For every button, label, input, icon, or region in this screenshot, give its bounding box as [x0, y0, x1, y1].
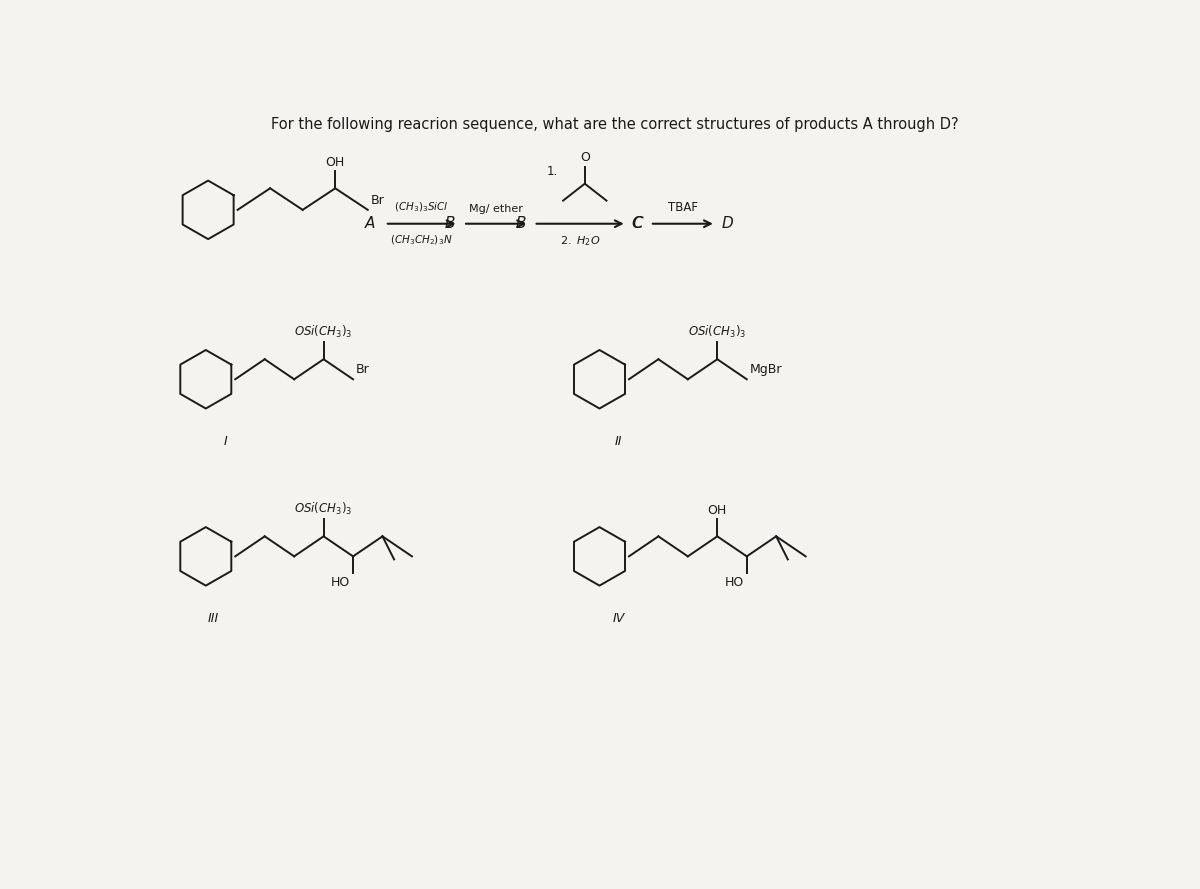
Text: For the following reacrion sequence, what are the correct structures of products: For the following reacrion sequence, wha… — [271, 117, 959, 132]
Text: $(CH_3)_3SiCl$: $(CH_3)_3SiCl$ — [395, 201, 449, 214]
Text: OH: OH — [708, 504, 727, 517]
Text: MgBr: MgBr — [750, 364, 782, 376]
Text: II: II — [616, 435, 623, 448]
Text: III: III — [208, 612, 220, 625]
Text: O: O — [580, 151, 589, 164]
Text: Mg/ ether: Mg/ ether — [469, 204, 523, 214]
Text: $OSi(CH_3)_3$: $OSi(CH_3)_3$ — [294, 501, 353, 517]
Text: C: C — [632, 216, 643, 231]
Text: B: B — [445, 216, 455, 231]
Text: HO: HO — [331, 576, 350, 589]
Text: $OSi(CH_3)_3$: $OSi(CH_3)_3$ — [688, 324, 746, 340]
Text: $2.\ H_2O$: $2.\ H_2O$ — [560, 234, 600, 247]
Text: C: C — [631, 216, 642, 231]
Text: OH: OH — [325, 156, 344, 169]
Text: D: D — [721, 216, 733, 231]
Text: TBAF: TBAF — [668, 202, 698, 214]
Text: I: I — [223, 435, 227, 448]
Text: IV: IV — [613, 612, 625, 625]
Text: A: A — [365, 216, 376, 231]
Text: $OSi(CH_3)_3$: $OSi(CH_3)_3$ — [294, 324, 353, 340]
Text: Br: Br — [371, 194, 385, 207]
Text: 1.: 1. — [546, 164, 558, 178]
Text: Br: Br — [356, 364, 370, 376]
Text: $(CH_3CH_2)_3N$: $(CH_3CH_2)_3N$ — [390, 234, 452, 247]
Text: B: B — [515, 216, 526, 231]
Text: HO: HO — [725, 576, 744, 589]
